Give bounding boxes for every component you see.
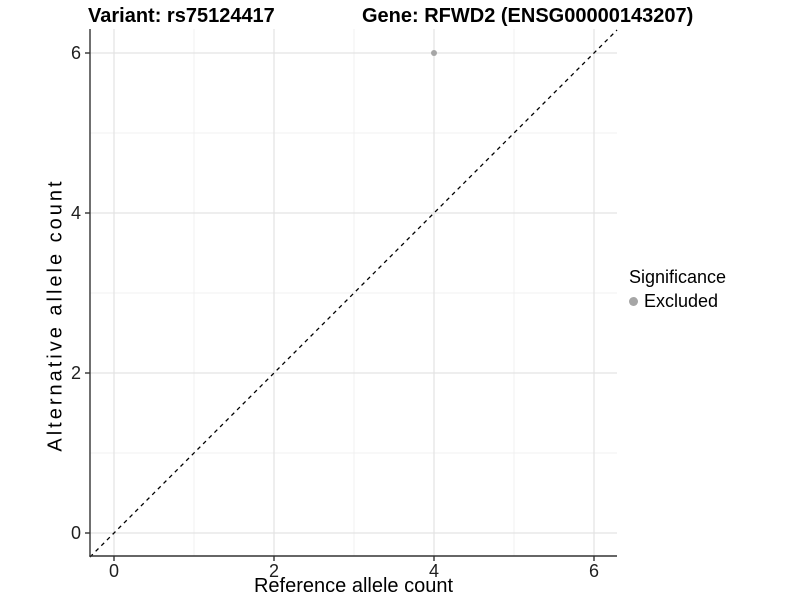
x-axis-title: Reference allele count bbox=[253, 575, 453, 597]
x-tick-label: 6 bbox=[589, 561, 599, 581]
legend-point-icon bbox=[629, 296, 638, 306]
x-tick-label: 2 bbox=[269, 561, 279, 581]
x-tick-label: 0 bbox=[109, 561, 119, 581]
legend-item-label: Excluded bbox=[644, 291, 719, 311]
legend-title: Significance bbox=[629, 267, 727, 287]
legend: Significance Excluded bbox=[629, 266, 726, 312]
y-tick-label: 0 bbox=[71, 523, 81, 543]
y-tick-label: 6 bbox=[71, 43, 81, 63]
legend-item-excluded: Excluded bbox=[629, 290, 726, 312]
y-tick-label: 4 bbox=[71, 203, 81, 223]
x-tick-label: 4 bbox=[429, 561, 439, 581]
plot-title-variant: Variant: rs75124417 bbox=[88, 5, 275, 27]
plot-title-gene: Gene: RFWD2 (ENSG00000143207) bbox=[362, 5, 694, 27]
data-point bbox=[431, 50, 437, 56]
y-tick-label: 2 bbox=[71, 363, 81, 383]
y-axis-title: Alternative allele count bbox=[44, 178, 67, 452]
